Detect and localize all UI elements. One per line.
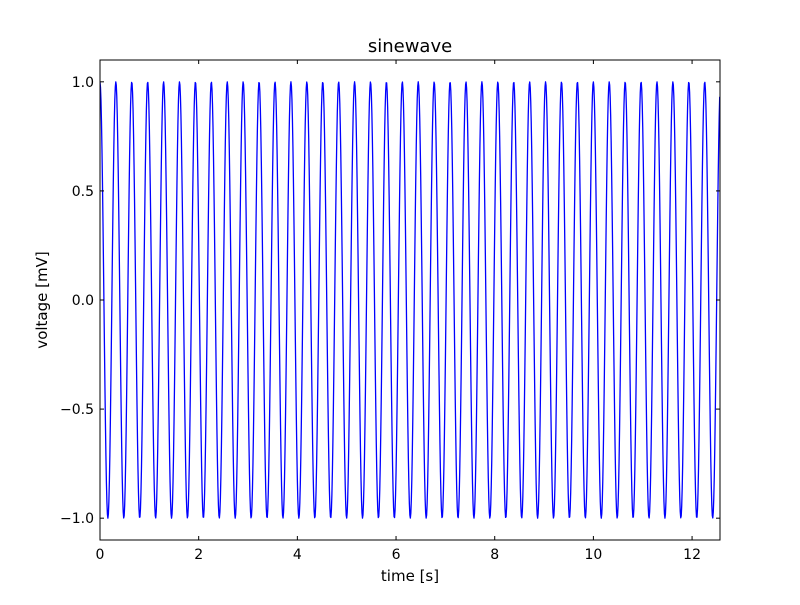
chart-title: sinewave [368,36,452,57]
y-axis-label: voltage [mV] [33,251,51,348]
plot-area [100,81,720,519]
y-tick-label: 0.0 [72,293,94,309]
x-tick-label: 6 [392,547,401,563]
x-axis-label: time [s] [381,567,439,585]
x-tick-label: 10 [584,547,602,563]
y-tick-label: 0.5 [72,184,94,200]
y-tick-label: −1.0 [60,511,94,527]
series-line-0 [100,81,720,519]
x-tick-label: 4 [293,547,302,563]
x-tick-label: 12 [683,547,701,563]
x-tick-label: 8 [490,547,499,563]
x-tick-label: 0 [96,547,105,563]
y-tick-label: −0.5 [60,402,94,418]
x-tick-label: 2 [194,547,203,563]
y-tick-label: 1.0 [72,75,94,91]
axis-ticks: 0 2 4 6 8 10 12 −1.0 −0.5 0.0 0.5 1.0 [60,60,720,563]
